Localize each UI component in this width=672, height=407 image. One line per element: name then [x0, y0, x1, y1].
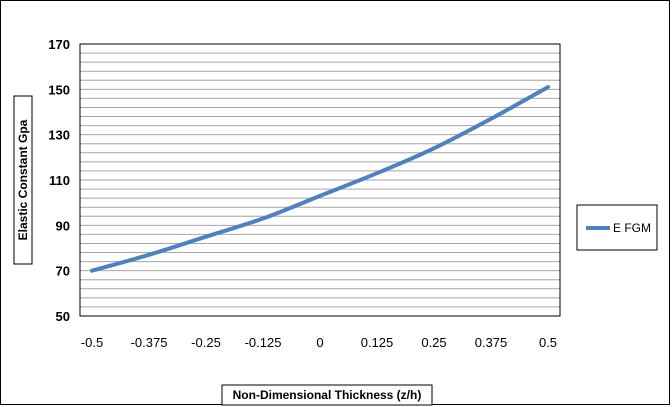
legend-label-e-fgm: E FGM	[613, 221, 651, 235]
y-tick-label: 110	[49, 173, 70, 188]
y-tick-label: 150	[48, 82, 70, 97]
y-tick-label: 50	[56, 309, 70, 324]
y-tick-label: 130	[48, 128, 70, 143]
series-layer	[90, 85, 550, 273]
x-tick-label: -0.25	[191, 335, 221, 350]
y-axis-title-box	[13, 95, 33, 265]
gridlines	[80, 52, 560, 308]
y-tick-labels: 50 70 90 110 130 150 170	[48, 37, 70, 324]
x-tick-label: -0.125	[245, 335, 282, 350]
x-tick-label: 0.375	[475, 335, 508, 350]
x-tick-label: -0.5	[81, 335, 103, 350]
y-tick-label: 90	[56, 218, 70, 233]
x-axis-title: Non-Dimensional Thickness (z/h)	[233, 388, 422, 402]
y-tick-label: 170	[48, 37, 70, 52]
x-tick-label: 0.25	[421, 335, 446, 350]
x-tick-labels: -0.5 -0.375 -0.25 -0.125 0 0.125 0.25 0.375 0.5	[81, 335, 557, 350]
y-axis-title: Elastic Constant Gpa	[16, 119, 30, 240]
x-tick-label: -0.375	[131, 335, 168, 350]
x-tick-label: 0	[316, 335, 323, 350]
y-tick-label: 70	[56, 264, 70, 279]
x-axis-title-box	[221, 384, 433, 406]
x-tick-label: 0.5	[539, 335, 557, 350]
plot-area	[79, 43, 561, 317]
x-tick-label: 0.125	[361, 335, 394, 350]
